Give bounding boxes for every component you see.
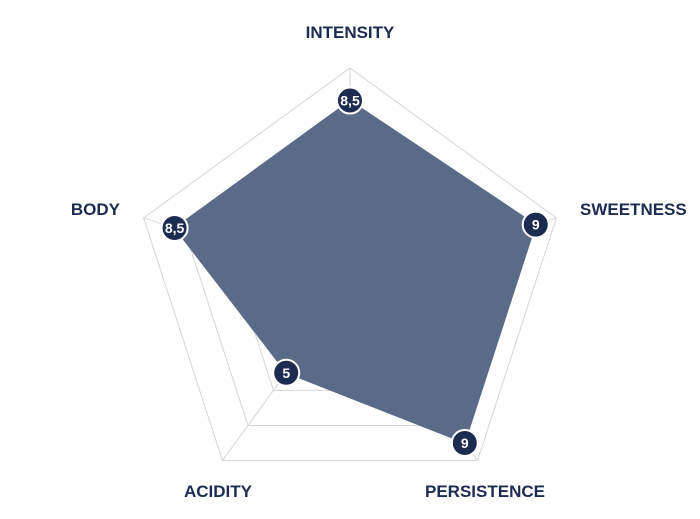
data-label: 9 [532, 217, 540, 233]
data-label: 9 [461, 435, 469, 451]
data-label: 8,5 [165, 220, 185, 236]
data-marker [521, 210, 550, 239]
axis-label-persistence: PERSISTENCE [425, 482, 545, 501]
data-point-persistence: 9 [450, 429, 479, 458]
axis-label-body: BODY [71, 200, 121, 219]
radar-area-layer [173, 99, 537, 444]
grid-ring [143, 67, 557, 462]
data-point-intensity: 8,5 [336, 86, 364, 115]
axis-label-sweetness: SWEETNESS [580, 200, 687, 219]
data-point-sweetness: 9 [521, 210, 550, 239]
radar-markers: 8,5 9 9 5 8,5 [160, 86, 550, 458]
data-label: 5 [282, 365, 290, 381]
axis-label-intensity: INTENSITY [306, 23, 395, 42]
radar-area [173, 99, 537, 444]
data-point-body: 8,5 [160, 214, 189, 243]
radar-axis-labels: INTENSITY SWEETNESS PERSISTENCE ACIDITY BODY [71, 23, 687, 501]
axis-label-acidity: ACIDITY [184, 482, 253, 501]
data-marker [272, 358, 301, 387]
data-marker [160, 214, 189, 243]
data-marker [450, 429, 479, 458]
data-point-acidity: 5 [272, 358, 301, 387]
data-label: 8,5 [340, 93, 360, 109]
data-marker [336, 86, 364, 115]
